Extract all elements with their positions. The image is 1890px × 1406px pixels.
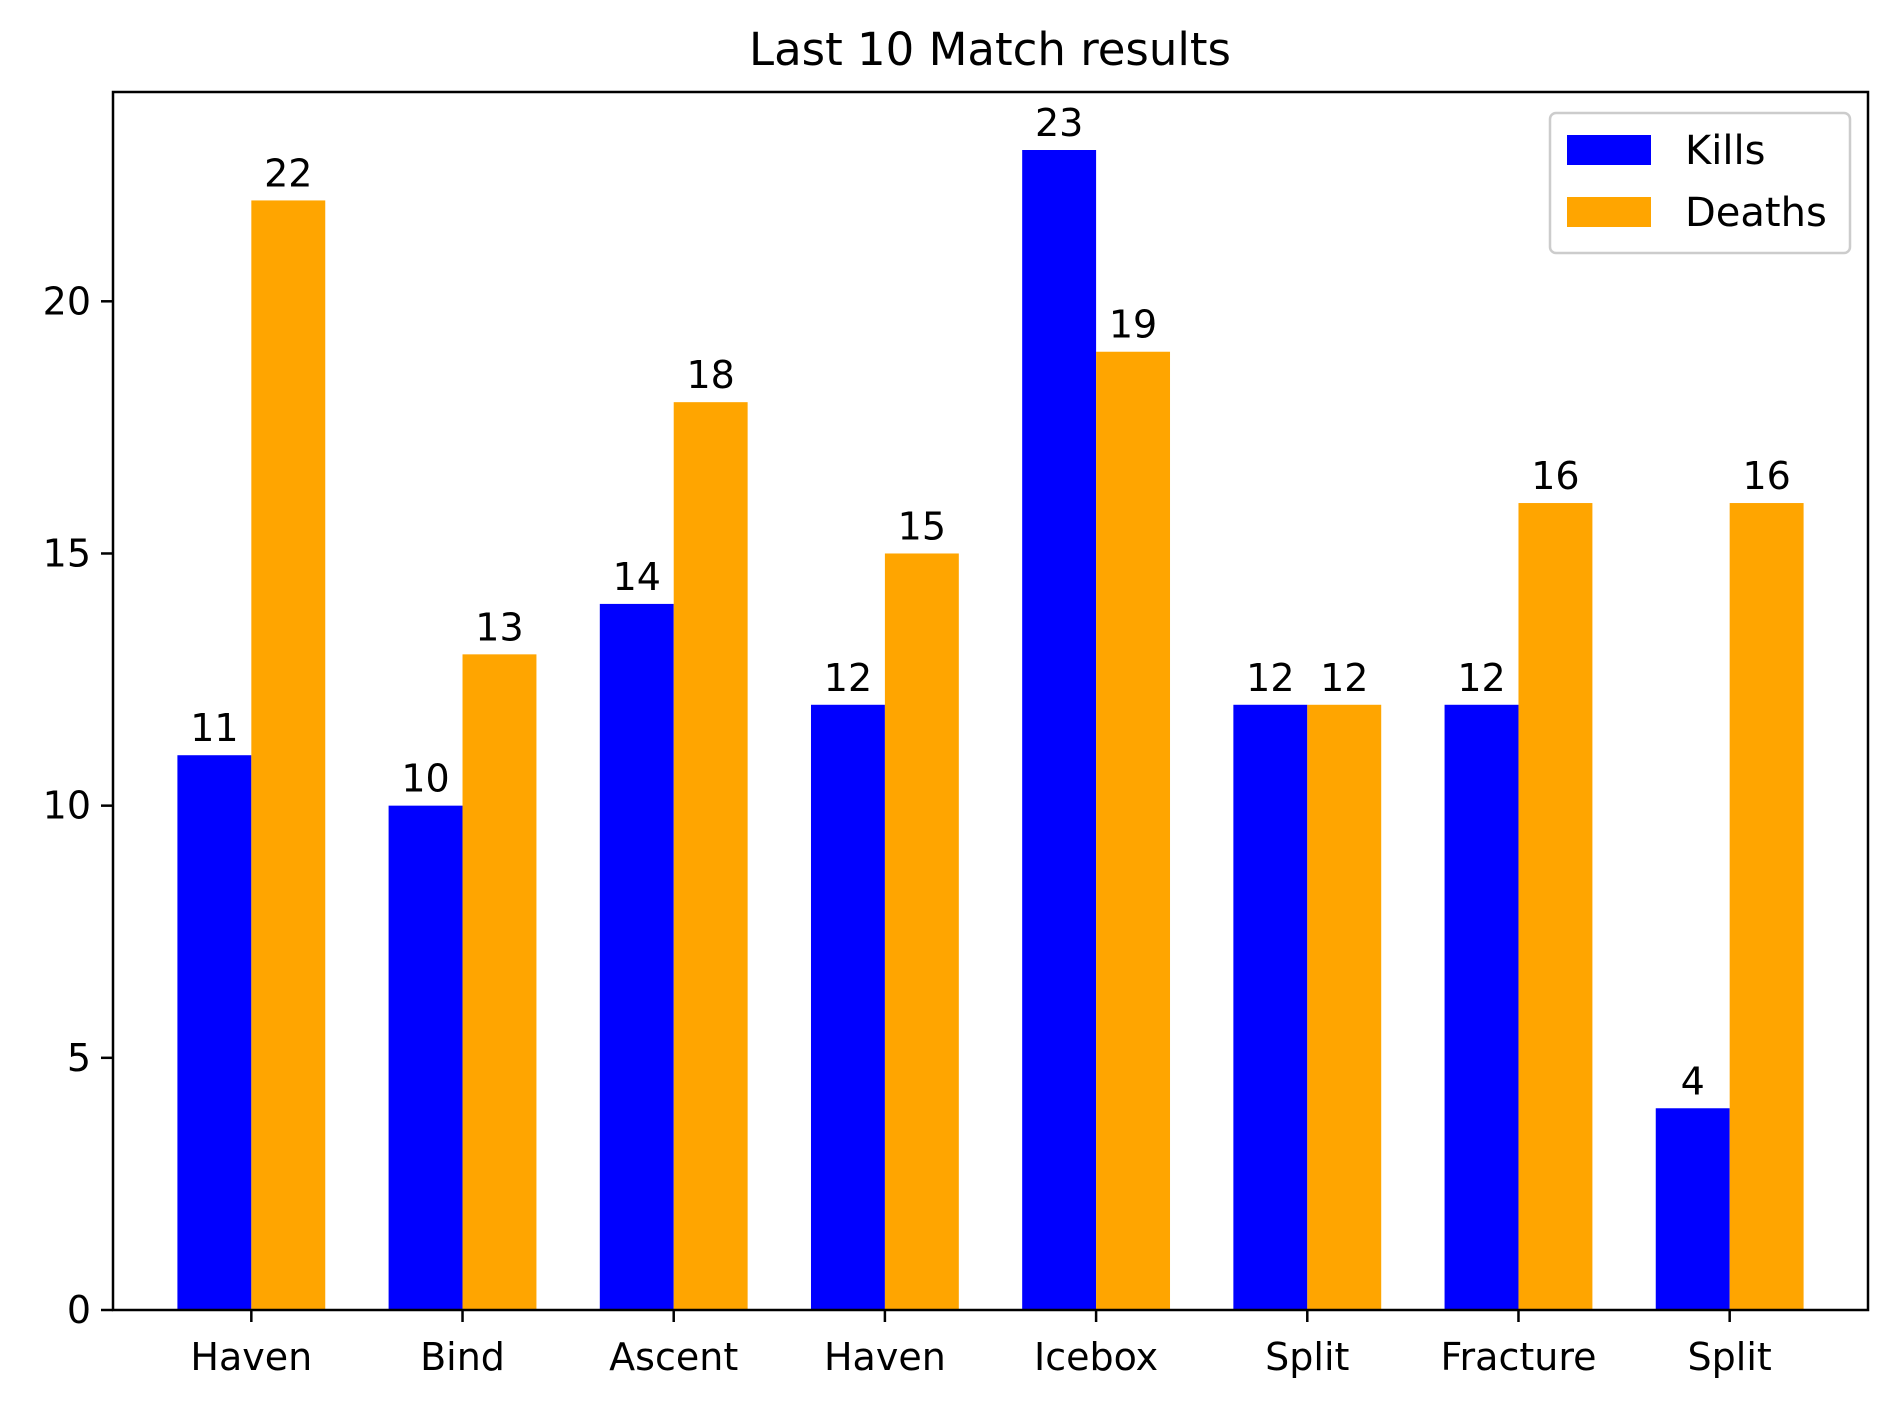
y-tick-label: 0 xyxy=(67,1288,91,1332)
data-label-deaths-2: 13 xyxy=(475,605,523,649)
data-label-kills-5: 23 xyxy=(1035,101,1083,145)
bar-kills-3 xyxy=(599,603,674,1310)
data-labels-group: 11 10 14 12 23 12 12 4 22 13 18 15 19 12 16 16 xyxy=(190,101,1791,1103)
data-label-kills-6: 12 xyxy=(1246,656,1294,700)
data-label-kills-3: 14 xyxy=(613,555,661,599)
x-tick-label: Haven xyxy=(824,1335,946,1379)
y-tick-label: 20 xyxy=(43,279,91,323)
bar-deaths-6 xyxy=(1307,704,1382,1310)
bar-deaths-3 xyxy=(673,402,748,1310)
data-label-kills-2: 10 xyxy=(401,757,449,801)
data-label-deaths-1: 22 xyxy=(264,151,312,195)
bar-kills-4 xyxy=(810,704,885,1310)
data-label-kills-1: 11 xyxy=(190,706,238,750)
bar-deaths-5 xyxy=(1096,351,1171,1310)
data-label-deaths-3: 18 xyxy=(686,353,734,397)
y-tick-label: 10 xyxy=(43,784,91,828)
x-tick-label: Split xyxy=(1688,1335,1772,1379)
data-label-deaths-7: 16 xyxy=(1531,454,1579,498)
y-tick-label: 15 xyxy=(43,531,91,575)
bar-deaths-7 xyxy=(1518,503,1593,1310)
data-label-deaths-6: 12 xyxy=(1320,656,1368,700)
bar-kills-7 xyxy=(1444,704,1519,1310)
legend-label-kills: Kills xyxy=(1685,128,1765,174)
bar-kills-6 xyxy=(1233,704,1308,1310)
data-label-deaths-8: 16 xyxy=(1742,454,1790,498)
plot-frame xyxy=(111,90,1870,1312)
x-tick-label: Split xyxy=(1265,1335,1349,1379)
legend: Kills Deaths xyxy=(1548,111,1852,255)
x-tick-label: Icebox xyxy=(1034,1335,1158,1379)
data-label-kills-7: 12 xyxy=(1457,656,1505,700)
chart-title: Last 10 Match results xyxy=(749,23,1231,76)
y-tick-label: 5 xyxy=(67,1036,91,1080)
bar-kills-8 xyxy=(1655,1108,1730,1310)
bar-deaths-2 xyxy=(462,654,537,1310)
data-label-deaths-5: 19 xyxy=(1109,303,1157,347)
x-tick-label: Haven xyxy=(190,1335,312,1379)
bars-group xyxy=(177,150,1804,1311)
bar-kills-1 xyxy=(177,755,252,1310)
bar-deaths-1 xyxy=(251,200,326,1311)
bar-deaths-4 xyxy=(884,553,959,1310)
x-tick-label: Bind xyxy=(420,1335,505,1379)
y-axis: 0 5 10 15 20 xyxy=(43,279,113,1332)
x-tick-label: Fracture xyxy=(1440,1335,1596,1379)
bar-deaths-8 xyxy=(1729,503,1804,1310)
legend-swatch-kills xyxy=(1567,135,1651,165)
x-axis: Haven Bind Ascent Haven Icebox Split Fracture S… xyxy=(190,1310,1772,1379)
data-label-kills-4: 12 xyxy=(824,656,872,700)
bar-kills-5 xyxy=(1022,150,1097,1310)
data-label-kills-8: 4 xyxy=(1681,1059,1705,1103)
legend-swatch-deaths xyxy=(1567,197,1651,227)
legend-label-deaths: Deaths xyxy=(1685,190,1827,236)
data-label-deaths-4: 15 xyxy=(898,504,946,548)
x-tick-label: Ascent xyxy=(609,1335,738,1379)
bar-kills-2 xyxy=(388,805,463,1310)
